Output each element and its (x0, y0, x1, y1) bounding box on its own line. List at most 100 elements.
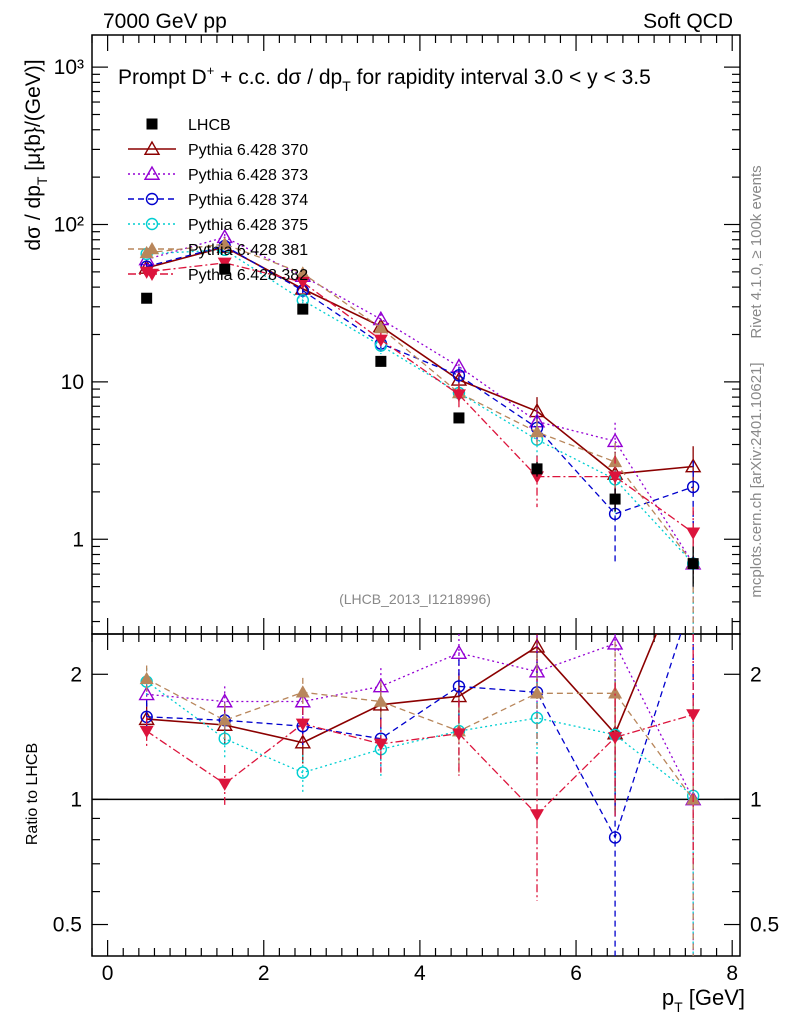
ratio-line-374 (146, 634, 682, 840)
ratio-series-370 (138, 634, 658, 811)
ratio-y-tick-label-right: 0.5 (750, 914, 779, 937)
main-point (530, 425, 545, 438)
main-line-382 (146, 262, 694, 534)
legend-entry-373: Pythia 6.428 373 (128, 165, 308, 184)
analysis-id: (LHCB_2013_I1218996) (339, 591, 491, 607)
legend-label: Pythia 6.428 381 (188, 242, 308, 259)
legend-marker (143, 140, 161, 155)
main-point (608, 471, 623, 484)
ratio-point (139, 725, 154, 739)
ratio-point (139, 671, 154, 685)
ratio-series-382 (139, 634, 701, 901)
ratio-point (294, 693, 312, 708)
main-y-tick-label: 1 (72, 528, 84, 551)
ratio-line-381 (146, 678, 694, 800)
legend-label: Pythia 6.428 375 (188, 217, 308, 234)
ratio-point (217, 713, 232, 726)
main-axes: 1 10 10² 10³ (54, 35, 740, 634)
header-left: 7000 GeV pp (103, 10, 227, 33)
ratio-point (217, 778, 232, 791)
ratio-point (686, 709, 701, 722)
ratio-y-tick-label-right: 1 (750, 788, 762, 811)
legend-label: Pythia 6.428 373 (188, 167, 308, 184)
legend-label: Pythia 6.428 382 (188, 267, 308, 284)
main-point (295, 276, 310, 290)
x-axis-label: pT [GeV] (662, 985, 745, 1015)
main-point (373, 320, 388, 334)
rivet-label: Rivet 4.1.0, ≥ 100k events (748, 165, 765, 338)
main-point (141, 292, 153, 304)
legend-entry-data: LHCB (146, 117, 231, 134)
mcplots-label: mcplots.cern.ch [arXiv:2401.10621] (748, 362, 765, 597)
main-point (217, 237, 232, 250)
ratio-line-373 (146, 642, 694, 800)
ratio-point (530, 809, 545, 822)
legend-marker (143, 165, 161, 180)
main-point (686, 527, 701, 540)
main-line-375 (146, 249, 694, 565)
x-tick-label: 8 (726, 962, 738, 985)
legend-entry-374: Pythia 6.428 374 (128, 192, 308, 209)
x-tick-label: 6 (570, 962, 582, 985)
legend-label: LHCB (188, 117, 231, 134)
plot-title: Prompt D+ + c.c. dσ / dpT for rapidity i… (118, 63, 651, 94)
main-point (452, 369, 466, 382)
ratio-point (608, 732, 623, 745)
ratio-line-370 (146, 634, 658, 744)
ratio-point (295, 718, 310, 731)
main-series-374 (140, 239, 700, 564)
main-series-382 (139, 257, 701, 575)
main-point (219, 263, 231, 275)
ratio-point (450, 644, 468, 659)
legend: LHCB Pythia 6.428 370 Pythia 6.428 373 Pyth… (128, 117, 308, 284)
main-point (373, 334, 388, 347)
ratio-line-382 (146, 713, 694, 816)
ratio-point (295, 685, 310, 698)
main-y-axis-label: dσ / dpT [μ{b}/(GeV)] (22, 59, 50, 250)
ratio-y-tick-label-left: 1 (70, 788, 82, 811)
ratio-point (452, 680, 466, 693)
header-right: Soft QCD (643, 10, 733, 33)
ratio-point (606, 635, 624, 650)
ratio-y-tick-label-left: 0.5 (53, 914, 82, 937)
main-point (530, 471, 545, 484)
legend-marker (145, 242, 159, 255)
ratio-panel-frame (91, 633, 741, 957)
ratio-y-tick-label-right: 2 (750, 663, 762, 686)
ratio-point (608, 686, 623, 699)
main-point (453, 412, 465, 424)
main-point (609, 493, 621, 505)
x-tick-label: 0 (102, 962, 114, 985)
ratio-point (530, 686, 545, 699)
main-y-tick-label: 10 (61, 371, 84, 394)
main-line-373 (146, 236, 694, 564)
ratio-axes: 0.5 0.5 1 1 2 2 0 2 4 6 8 (53, 634, 779, 985)
legend-entry-375: Pythia 6.428 375 (128, 217, 308, 234)
ratio-point (296, 766, 309, 779)
legend-marker (145, 217, 159, 231)
ratio-series-373 (138, 634, 702, 956)
main-y-tick-label: 10² (54, 213, 84, 236)
main-point (375, 355, 387, 367)
main-point (295, 266, 310, 279)
ratio-point (294, 734, 312, 749)
x-tick-label: 2 (258, 962, 270, 985)
main-point (531, 463, 543, 475)
legend-entry-381: Pythia 6.428 381 (128, 242, 308, 259)
ratio-point (451, 728, 466, 741)
x-tick-label: 4 (414, 962, 426, 985)
ratio-point (138, 685, 155, 701)
legend-label: Pythia 6.428 370 (188, 142, 308, 159)
legend-marker (146, 118, 158, 130)
main-line-381 (146, 243, 694, 564)
legend-label: Pythia 6.428 374 (188, 192, 308, 209)
legend-marker (145, 192, 159, 206)
legend-entry-382: Pythia 6.428 382 (128, 267, 308, 284)
ratio-point (373, 694, 388, 707)
legend-entry-370: Pythia 6.428 370 (128, 140, 308, 159)
ratio-point (608, 831, 622, 844)
main-point (686, 480, 700, 494)
main-series-data (141, 263, 699, 587)
main-point (451, 389, 466, 402)
